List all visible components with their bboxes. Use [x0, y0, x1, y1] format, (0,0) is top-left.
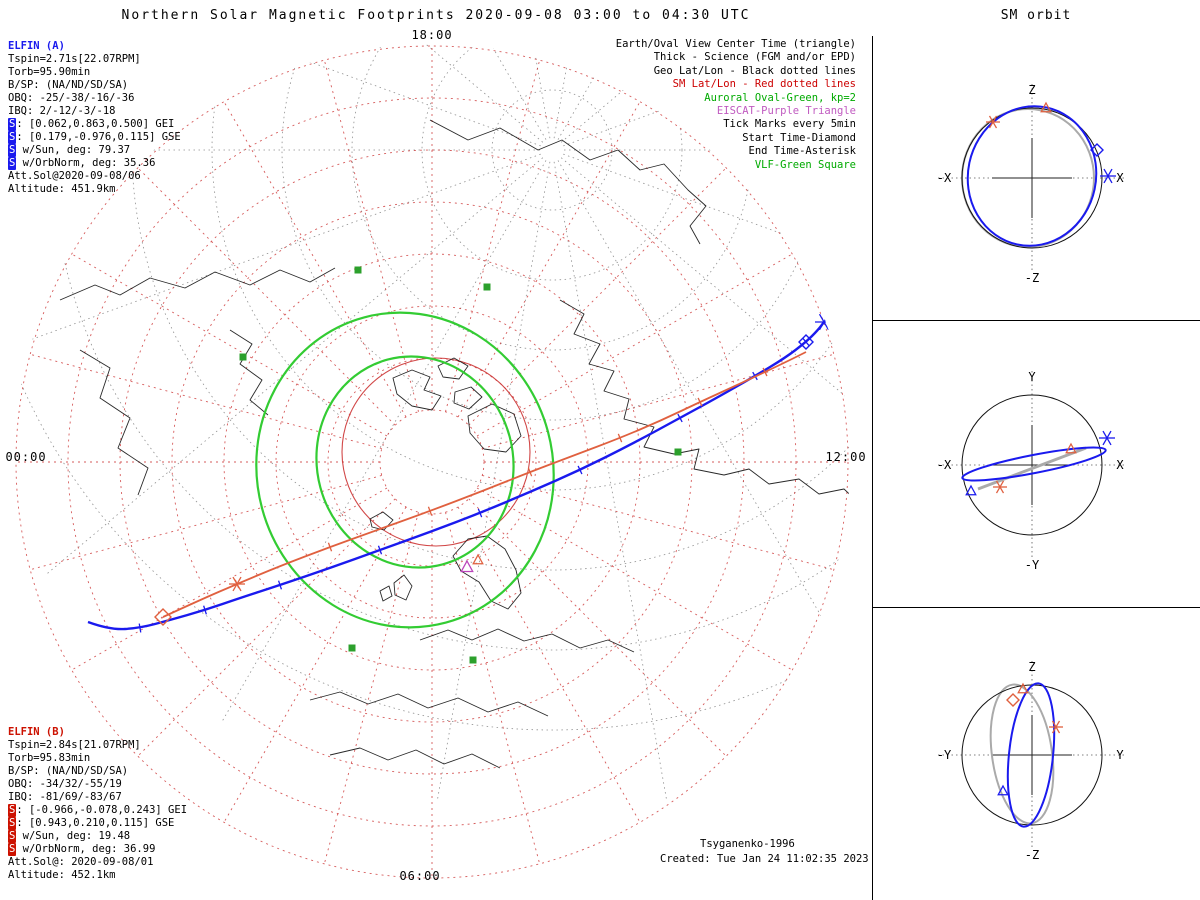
info-line: S: [0.062,0.863,0.500] GEI [8, 118, 175, 131]
sm-orbit-title: SM orbit [1000, 8, 1072, 23]
axis-label: X [1116, 171, 1124, 185]
clock-label-00: 00:00 [5, 450, 47, 464]
elfin-b-track [154, 351, 807, 626]
sm-panel-zy: Z -Z -Y Y [937, 660, 1126, 862]
legend-line: Geo Lat/Lon - Black dotted lines [653, 64, 856, 77]
legend-line: End Time-Asterisk [748, 145, 856, 158]
axis-label: -Y [1025, 558, 1040, 572]
panel-divider-2 [872, 607, 1200, 608]
axis-label: X [1116, 458, 1124, 472]
info-line: IBQ: -81/69/-83/67 [8, 791, 122, 803]
elfin-a-track [87, 313, 833, 633]
legend-line: VLF-Green Square [754, 158, 856, 171]
s-vector-badge: S [8, 131, 17, 144]
info-line: Att.Sol@: 2020-09-08/01 [8, 856, 154, 868]
map-layers [14, 44, 850, 879]
axis-label: Y [1116, 748, 1124, 762]
model-credit: Tsyganenko-1996 [700, 838, 795, 850]
s-vector-badge: S [8, 830, 17, 843]
info-line: S w/Sun, deg: 79.37 [8, 144, 131, 157]
info-line: Altitude: 451.9km [8, 183, 116, 195]
s-vector-badge: S [8, 157, 17, 170]
panel-divider-1 [872, 320, 1200, 321]
axis-label: Y [1028, 370, 1036, 384]
info-line: S: [-0.966,-0.078,0.243] GEI [8, 804, 188, 817]
info-title: ELFIN (A) [8, 40, 65, 52]
info-line: OBQ: -25/-38/-16/-36 [8, 92, 135, 104]
legend-line: Auroral Oval-Green, kp=2 [704, 91, 856, 104]
legend-line: SM Lat/Lon - Red dotted lines [672, 78, 856, 91]
page-title: Northern Solar Magnetic Footprints 2020-… [121, 8, 751, 23]
info-line: B/SP: (NA/ND/SD/SA) [8, 79, 129, 91]
sm-panel-yx: Y -Y -X X [937, 370, 1126, 572]
legend-line: Earth/Oval View Center Time (triangle) [615, 38, 856, 50]
info-line: Att.Sol@2020-09-08/06 [8, 170, 141, 182]
info-line: Torb=95.90min [8, 66, 91, 78]
legend-line: EISCAT-Purple Triangle [716, 105, 856, 118]
legend-line: Start Time-Diamond [742, 131, 856, 144]
axis-label: -X [937, 458, 952, 472]
eiscat-triangle [460, 559, 474, 573]
clock-label-06: 06:00 [399, 869, 441, 883]
s-vector-badge: S [8, 817, 17, 830]
eiscat-triangle [472, 553, 484, 565]
auroral-oval [255, 311, 555, 629]
info-line: S: [0.179,-0.976,0.115] GSE [8, 131, 181, 144]
info-line: Tspin=2.71s[22.07RPM] [8, 53, 141, 65]
clock-label-18: 18:00 [411, 28, 453, 42]
sm-terminator-circle [341, 357, 531, 547]
elfin-b-info-block: ELFIN (B) Tspin=2.84s[21.07RPM] Torb=95.83… [8, 726, 187, 882]
legend-line: Thick - Science (FGM and/or EPD) [653, 51, 856, 64]
s-vector-badge: S [8, 843, 17, 856]
info-line: S w/OrbNorm, deg: 36.99 [8, 843, 156, 856]
s-vector-badge: S [8, 118, 17, 131]
info-line: S w/Sun, deg: 19.48 [8, 830, 131, 843]
legend-line: Tick Marks every 5min [723, 118, 856, 131]
coastlines [59, 119, 850, 769]
info-line: Torb=95.83min [8, 752, 91, 764]
info-line: Tspin=2.84s[21.07RPM] [8, 739, 141, 751]
panel-divider-vertical [872, 36, 873, 900]
elfin-a-info-block: ELFIN (A) Tspin=2.71s[22.07RPM] Torb=95.90… [8, 40, 181, 196]
axis-label: -X [937, 171, 952, 185]
info-line: IBQ: 2/-12/-3/-18 [8, 105, 116, 117]
axis-label: -Z [1025, 848, 1039, 862]
info-title: ELFIN (B) [8, 726, 65, 738]
info-line: Altitude: 452.1km [8, 869, 116, 881]
info-line: B/SP: (NA/ND/SD/SA) [8, 765, 129, 777]
info-line: S w/OrbNorm, deg: 35.36 [8, 157, 156, 170]
info-line: S: [0.943,0.210,0.115] GSE [8, 817, 175, 830]
sm-panel-zx: Z -Z -X X [937, 83, 1126, 285]
legend: Earth/Oval View Center Time (triangle) Th… [616, 38, 856, 172]
axis-label: Z [1028, 660, 1035, 674]
info-line: OBQ: -34/32/-55/19 [8, 778, 122, 790]
axis-label: -Z [1025, 271, 1039, 285]
axis-label: -Y [937, 748, 952, 762]
created-credit: Created: Tue Jan 24 11:02:35 2023 [660, 853, 869, 865]
s-vector-badge: S [8, 144, 17, 157]
axis-label: Z [1028, 83, 1035, 97]
s-vector-badge: S [8, 804, 17, 817]
clock-label-12: 12:00 [825, 450, 867, 464]
vlf-stations [239, 266, 682, 664]
auroral-oval [315, 355, 515, 569]
